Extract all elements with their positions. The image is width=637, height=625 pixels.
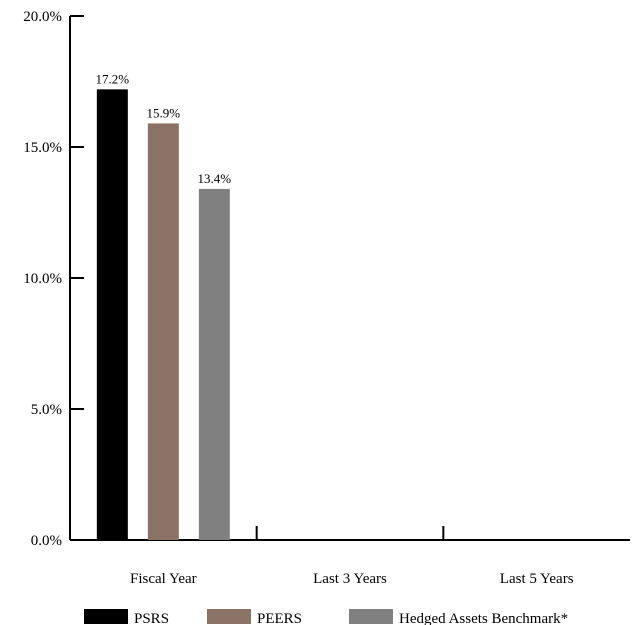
legend: PSRS PEERS Hedged Assets Benchmark*	[84, 609, 568, 625]
y-tick-label: 0.0%	[31, 533, 62, 549]
category-labels: Fiscal Year Last 3 Years Last 5 Years	[130, 571, 574, 587]
category-label: Last 3 Years	[313, 571, 387, 587]
legend-swatch	[207, 609, 251, 624]
legend-label: Hedged Assets Benchmark*	[399, 611, 568, 625]
legend-swatch	[349, 609, 393, 624]
y-tick-label: 10.0%	[23, 271, 62, 287]
y-tick-labels: 0.0% 5.0% 10.0% 15.0% 20.0%	[23, 9, 62, 549]
bar-hedged-assets-benchmark	[198, 188, 230, 541]
y-tick-label: 20.0%	[23, 9, 62, 25]
y-tick-label: 5.0%	[31, 402, 62, 418]
data-label: 13.4%	[198, 171, 232, 186]
data-label: 17.2%	[96, 71, 130, 86]
legend-swatch	[84, 609, 128, 624]
bars	[96, 89, 230, 541]
legend-label: PSRS	[134, 611, 169, 625]
bar-psrs	[96, 89, 128, 541]
legend-label: PEERS	[257, 611, 302, 625]
y-tick-label: 15.0%	[23, 140, 62, 156]
category-label: Fiscal Year	[130, 571, 197, 587]
data-label: 15.9%	[147, 105, 181, 120]
bar-peers	[147, 123, 179, 541]
data-labels: 17.2% 15.9% 13.4%	[96, 71, 232, 186]
category-label: Last 5 Years	[500, 571, 574, 587]
